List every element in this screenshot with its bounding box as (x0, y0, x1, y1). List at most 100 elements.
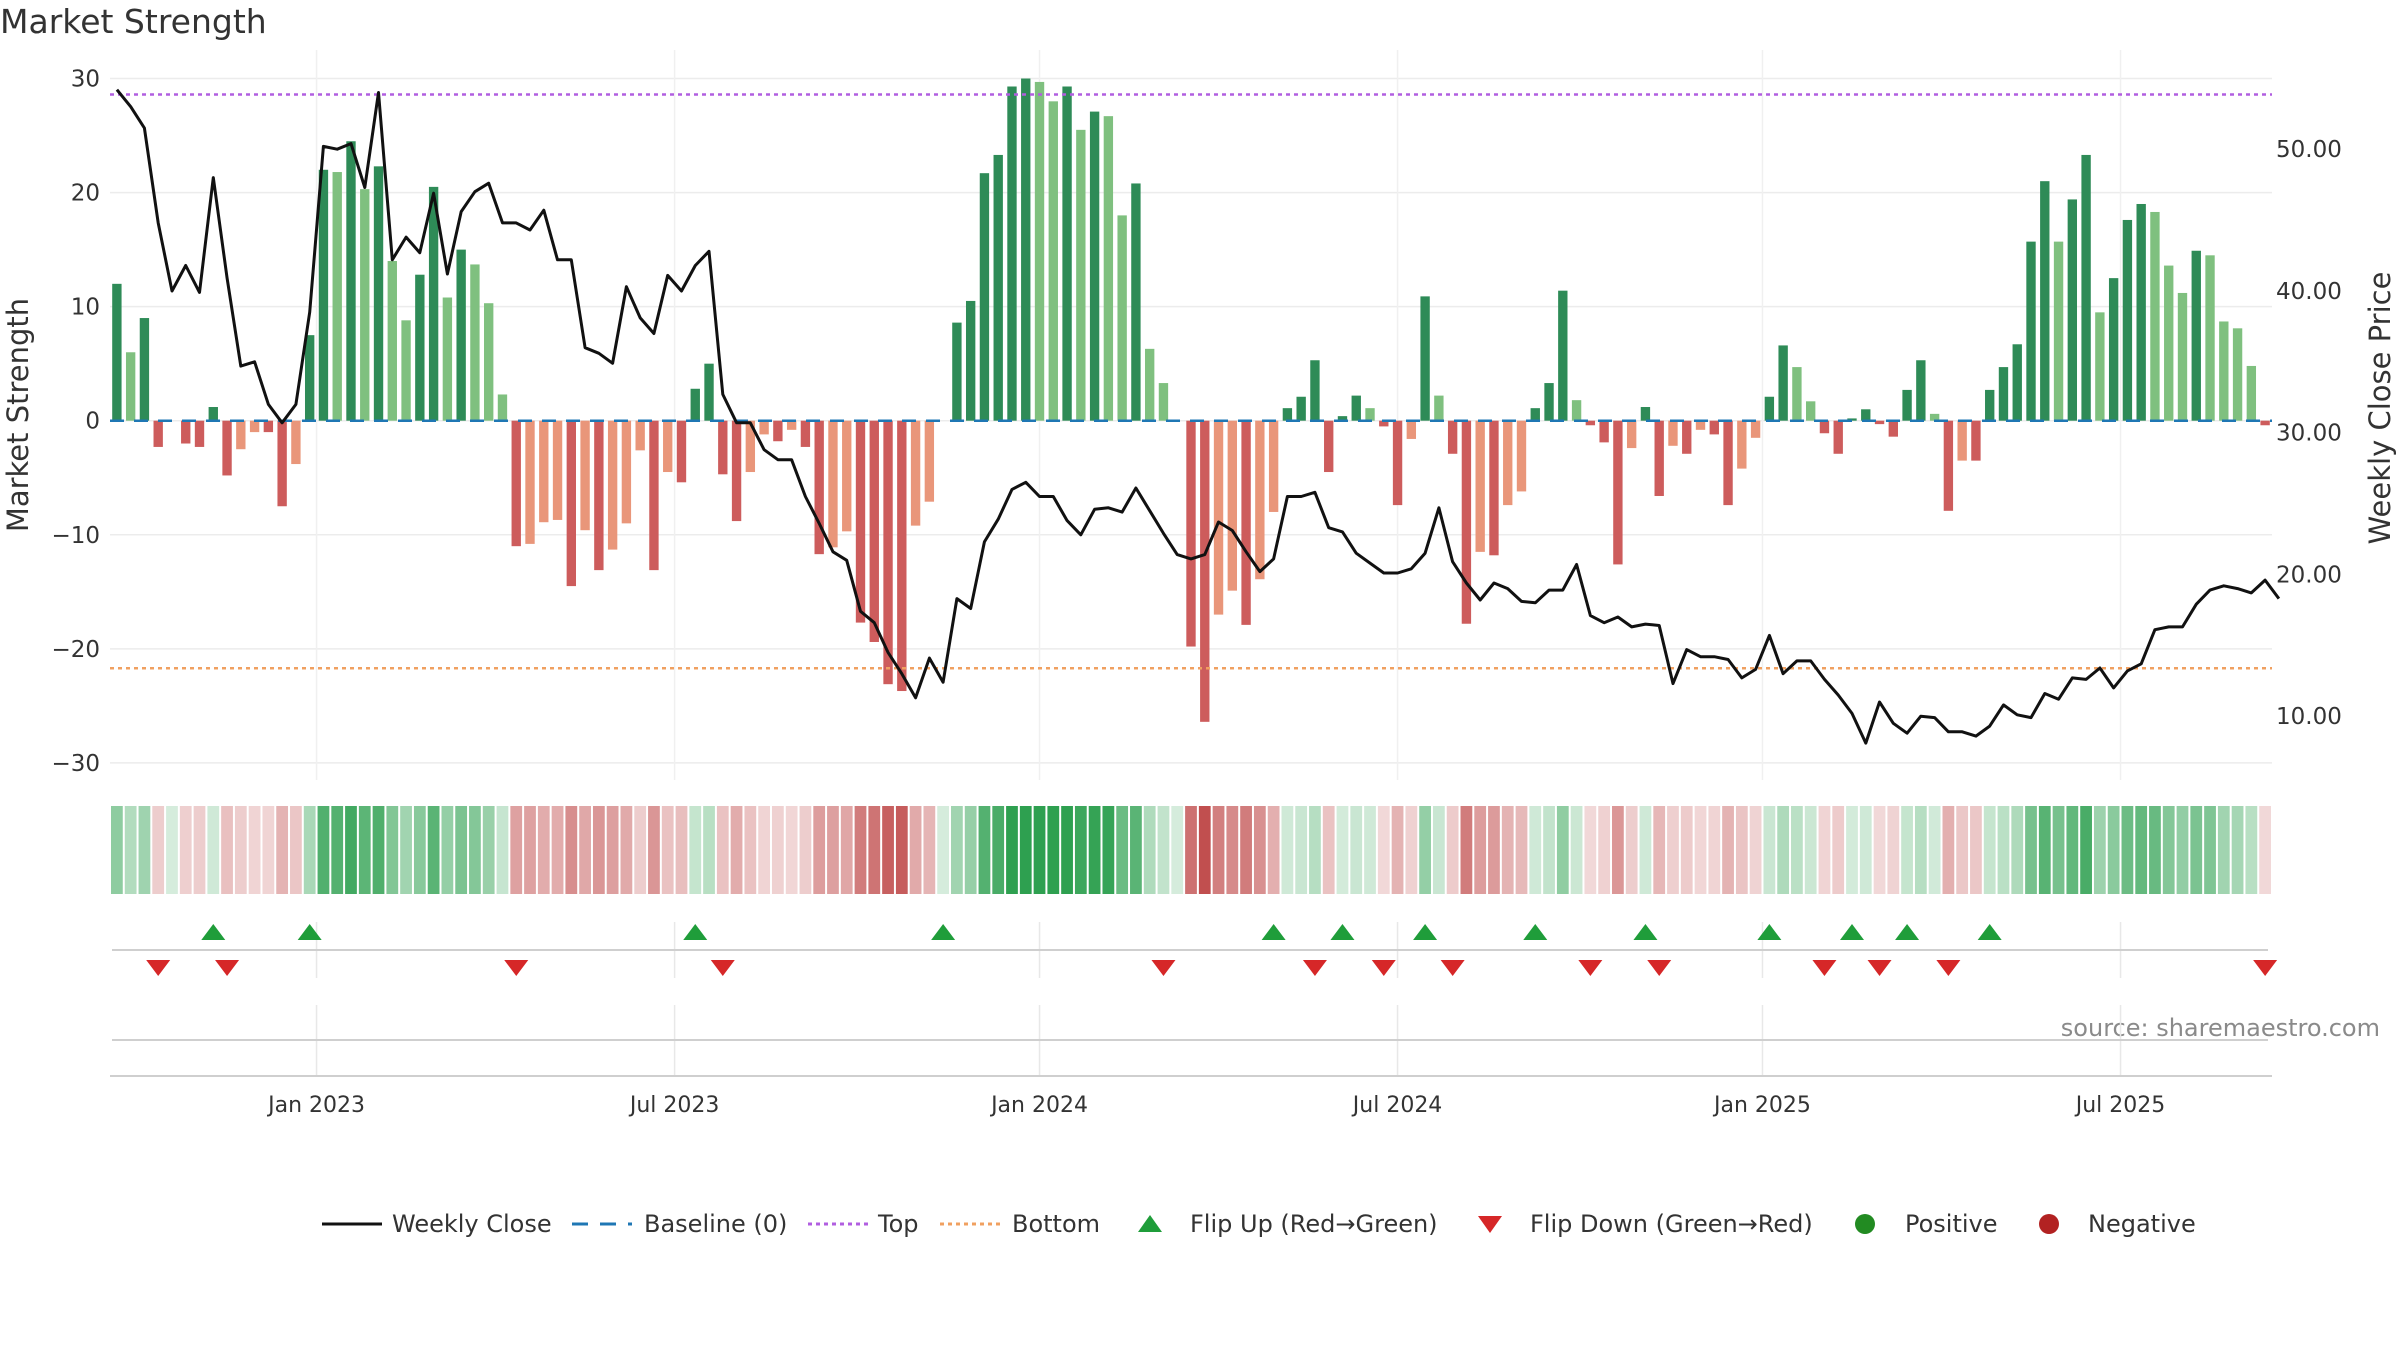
strength-bar (1475, 420, 1485, 552)
heat-cell (1529, 806, 1542, 894)
strength-bar (346, 141, 356, 421)
heat-cell (1667, 806, 1679, 894)
heat-cell (152, 806, 165, 894)
strength-bar (1007, 86, 1017, 421)
heat-cell (964, 806, 977, 894)
heat-cell (166, 806, 178, 894)
strength-bar (2012, 344, 2022, 421)
heat-cell (1033, 806, 1046, 894)
heat-cell (510, 806, 523, 894)
heat-cell (317, 806, 330, 894)
flip-down-marker (1647, 960, 1672, 976)
heat-cell (1859, 806, 1872, 894)
strength-bar (1406, 420, 1417, 439)
strength-bar (1503, 420, 1513, 506)
legend-label: Bottom (1012, 1210, 1100, 1238)
heat-cell (1515, 806, 1528, 894)
strength-bar (924, 420, 935, 502)
strength-bar (2081, 154, 2091, 421)
heat-cell (1846, 806, 1858, 894)
strength-bar (125, 352, 136, 421)
heat-cell (1763, 806, 1776, 894)
strength-bar (1117, 215, 1127, 421)
heat-cell (1198, 806, 1211, 894)
strength-bar (194, 420, 205, 447)
strength-bar (2219, 321, 2229, 421)
heat-cell (1901, 806, 1913, 894)
heat-cell (978, 806, 991, 894)
strength-bar (2053, 241, 2064, 421)
legend-swatch-flip-up (1138, 1215, 1162, 1232)
strength-bar (897, 420, 907, 692)
legend: Weekly Close Baseline (0) Top Bottom Flip Up… (322, 1210, 2196, 1238)
heat-cell (1653, 806, 1666, 894)
heat-cell (441, 806, 454, 894)
x-tick-label: Jul 2024 (1351, 1093, 1443, 1118)
strength-bar (249, 420, 260, 433)
strength-bar (1764, 396, 1775, 421)
strength-bar (1668, 420, 1678, 446)
legend-label: Top (877, 1210, 919, 1238)
heat-cell (1171, 806, 1184, 894)
left-tick-label: −20 (51, 637, 100, 663)
heat-cell (895, 806, 908, 894)
heat-cell (799, 806, 812, 894)
heat-cell (909, 806, 922, 894)
heat-cell (1791, 806, 1803, 894)
strength-bar (731, 420, 742, 522)
strength-bar (676, 420, 687, 483)
legend-label: Negative (2088, 1210, 2196, 1238)
heat-cell (1584, 806, 1597, 894)
strength-bar (2191, 250, 2201, 421)
strength-bar (580, 420, 590, 531)
legend-swatch-flip-down (1478, 1216, 1502, 1233)
heat-cell (1322, 806, 1335, 894)
strength-bar (1365, 408, 1375, 421)
heat-cell (427, 806, 440, 894)
strength-bar (1902, 389, 1912, 421)
heat-cell (1928, 806, 1941, 894)
strength-bar (470, 264, 480, 421)
flip-down-marker (146, 960, 171, 976)
heat-cell (2217, 806, 2230, 894)
strength-bar (387, 261, 397, 421)
strength-bar (1034, 81, 1045, 421)
strength-bar (1888, 420, 1898, 437)
heat-cell (1460, 806, 1473, 894)
heat-cell (2149, 806, 2161, 894)
heat-cell (1309, 806, 1321, 894)
strength-bar (1227, 420, 1237, 591)
strength-bar (1103, 116, 1114, 421)
legend-label: Positive (1905, 1210, 1998, 1238)
strength-bar (1241, 420, 1251, 625)
flip-down-marker (1371, 960, 1396, 976)
strength-bar (2260, 420, 2270, 426)
strength-bar (910, 420, 921, 526)
heat-cell (2245, 806, 2258, 894)
strength-bar (1682, 420, 1692, 454)
strength-bar (1392, 420, 1403, 506)
heat-cell (1680, 806, 1693, 894)
strength-bar (525, 420, 535, 544)
heat-cell (386, 806, 399, 894)
strength-bars (112, 78, 2270, 722)
strength-bar (952, 322, 962, 421)
heat-cell (1281, 806, 1294, 894)
strength-bar (208, 407, 218, 421)
heat-cell (1377, 806, 1390, 894)
strength-bar (1819, 420, 1830, 434)
strength-bar (1654, 420, 1664, 496)
heat-cell (2052, 806, 2065, 894)
strength-bar (2177, 292, 2188, 421)
heat-cell (331, 806, 344, 894)
strength-bar (993, 154, 1003, 421)
heat-cell (648, 806, 660, 894)
strength-bar (1971, 420, 1981, 461)
heat-cell (1336, 806, 1349, 894)
right-tick-label: 20.00 (2276, 562, 2342, 588)
heat-cell (234, 806, 247, 894)
strength-bar (304, 335, 315, 421)
heat-cell (2204, 806, 2216, 894)
right-axis-label: Weekly Close Price (2363, 272, 2397, 545)
strength-bar (1516, 420, 1527, 492)
